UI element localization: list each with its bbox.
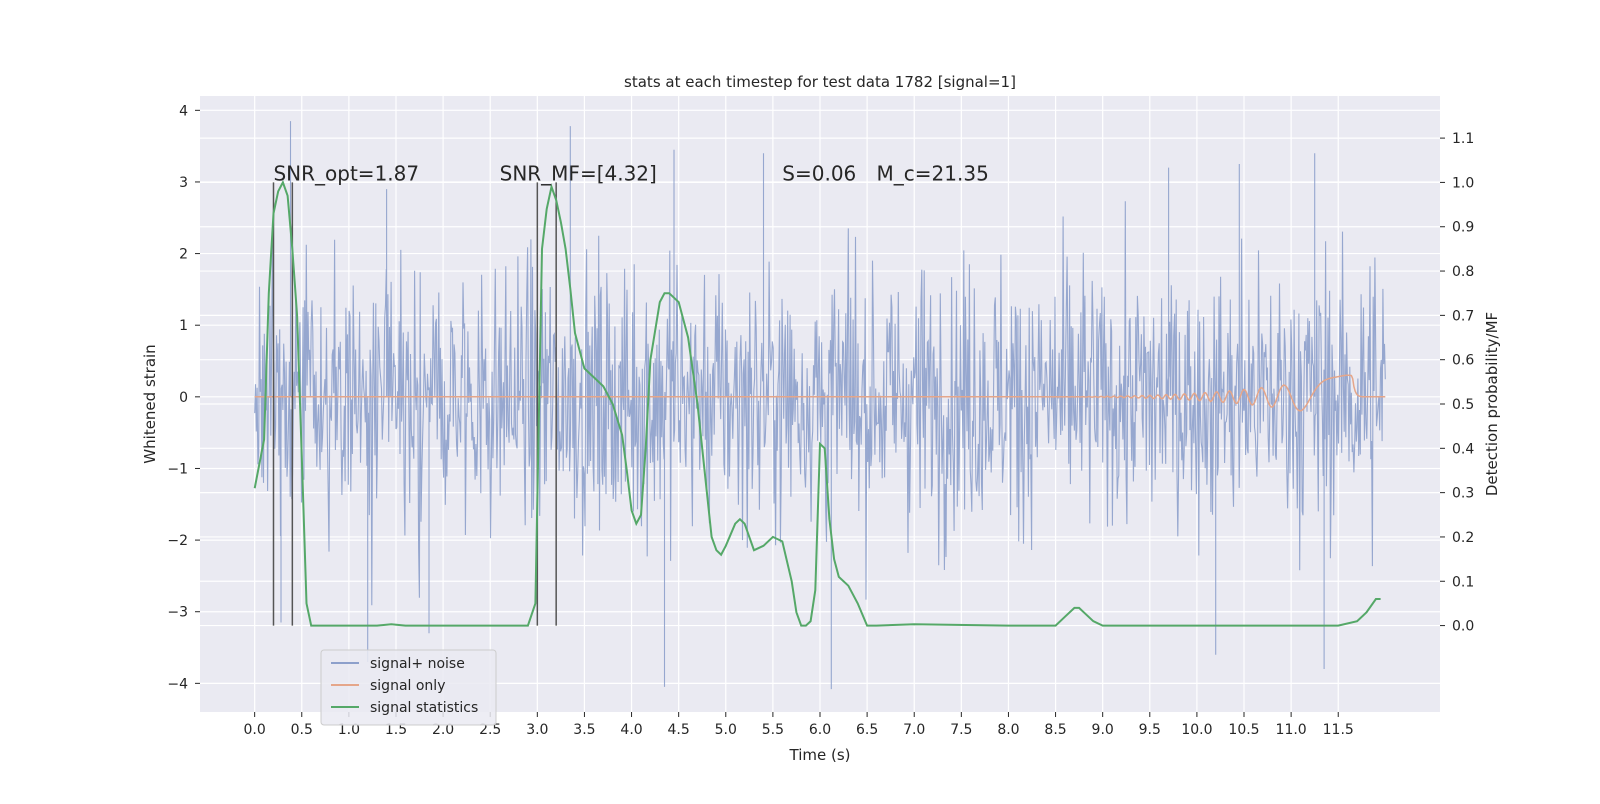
x-tick-label: 4.5: [668, 722, 690, 738]
y-right-tick-label: 0.8: [1452, 264, 1474, 280]
x-tick-label: 7.0: [903, 722, 925, 738]
y-right-tick-label: 0.2: [1452, 530, 1474, 546]
x-tick-label: 9.0: [1092, 722, 1114, 738]
annotations: SNR_opt=1.87 SNR_MF=[4.32] S=0.06 M_c=21.35: [273, 161, 988, 185]
series-signal-statistics: [253, 179, 1381, 627]
y-left-tick-label: 4: [179, 103, 188, 119]
x-tick-label: 3.5: [573, 722, 595, 738]
annotation-s-stat: S=0.06: [782, 161, 856, 185]
x-tick-label: 6.0: [809, 722, 831, 738]
y-left-axis-label: Whitened strain: [141, 344, 159, 463]
x-tick-label: 5.0: [715, 722, 737, 738]
x-tick-label: 8.0: [997, 722, 1019, 738]
y-left-tick-label: 3: [179, 175, 188, 191]
y-right-tick-label: 1.0: [1452, 175, 1474, 191]
annotation-snr-mf: SNR_MF=[4.32]: [500, 161, 657, 185]
signal-statistics-line: [253, 179, 1381, 627]
x-tick-label: 5.5: [762, 722, 784, 738]
legend-label-signal-statistics: signal statistics: [370, 700, 478, 716]
x-tick-label: 0.5: [291, 722, 313, 738]
annotation-snr-opt: SNR_opt=1.87: [273, 161, 419, 185]
x-tick-label: 2.5: [479, 722, 501, 738]
x-tick-label: 10.5: [1228, 722, 1259, 738]
y-left-tick-label: 1: [179, 318, 188, 334]
y-left-tick-label: −1: [167, 461, 188, 477]
y-left-tick-label: −2: [167, 533, 188, 549]
y-left-tick-label: −3: [167, 605, 188, 621]
x-tick-label: 6.5: [856, 722, 878, 738]
x-tick-label: 1.0: [338, 722, 360, 738]
x-tick-label: 11.5: [1323, 722, 1354, 738]
y-right-tick-label: 0.5: [1452, 397, 1474, 413]
legend-label-signal-noise: signal+ noise: [370, 656, 465, 672]
x-tick-label: 9.5: [1139, 722, 1161, 738]
y-right-tick-label: 0.3: [1452, 486, 1474, 502]
x-tick-label: 4.0: [620, 722, 642, 738]
x-tick-label: 2.0: [432, 722, 454, 738]
x-tick-label: 1.5: [385, 722, 407, 738]
legend-label-signal-only: signal only: [370, 678, 445, 694]
y-right-tick-label: 0.6: [1452, 353, 1474, 369]
y-right-tick-label: 0.7: [1452, 308, 1474, 324]
y-right-tick-label: 0.0: [1452, 619, 1474, 635]
x-tick-label: 8.5: [1044, 722, 1066, 738]
legend-box: [320, 649, 497, 726]
y-left-axis-ticks: −4 −3 −2 −1 0 1 2 3 4: [167, 103, 200, 692]
x-axis-label: Time (s): [789, 746, 851, 764]
x-tick-label: 0.0: [244, 722, 266, 738]
y-right-tick-label: 0.4: [1452, 441, 1474, 457]
x-tick-label: 7.5: [950, 722, 972, 738]
y-right-tick-label: 0.1: [1452, 574, 1474, 590]
chart-title: stats at each timestep for test data 178…: [624, 73, 1016, 91]
y-right-axis-ticks: 0.0 0.1 0.2 0.3 0.4 0.5 0.6 0.7 0.8 0.9 1.0 1.1: [1440, 131, 1474, 635]
x-tick-label: 3.0: [526, 722, 548, 738]
series-signal-only: [254, 374, 1386, 412]
y-right-tick-label: 1.1: [1452, 131, 1474, 147]
x-tick-label: 11.0: [1276, 722, 1307, 738]
signal-only-line: [254, 374, 1386, 412]
y-left-tick-label: 2: [179, 247, 188, 263]
x-axis-ticks: 0.0 0.5 1.0 1.5 2.0 2.5 3.0 3.5 4.0 4.5 5.0 5.5 6.0 6…: [244, 712, 1354, 738]
y-left-tick-label: 0: [179, 390, 188, 406]
y-right-tick-label: 0.9: [1452, 220, 1474, 236]
legend: signal+ noise signal only signal statist…: [320, 649, 497, 726]
y-left-tick-label: −4: [167, 676, 188, 692]
x-tick-label: 10.0: [1181, 722, 1212, 738]
y-right-axis-label: Detection probability/MF: [1483, 312, 1501, 496]
annotation-mc: M_c=21.35: [877, 161, 989, 185]
